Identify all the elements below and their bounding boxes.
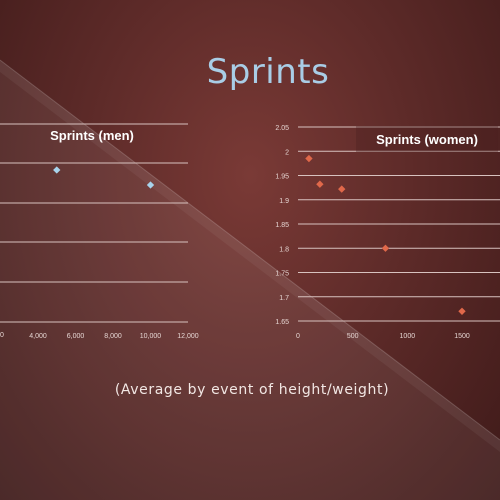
y-tick-label: 1.65 xyxy=(275,319,289,326)
data-point xyxy=(381,244,390,252)
data-point xyxy=(305,154,313,163)
x-tick-label: 6,000 xyxy=(67,333,85,340)
chart-title-backdrop xyxy=(356,126,498,152)
x-tick-label: 8,000 xyxy=(104,333,122,340)
x-tick-label: 1500 xyxy=(454,333,470,340)
y-tick-label: 1.9 xyxy=(279,198,289,205)
x-tick-label: 500 xyxy=(347,333,359,340)
x-tick-label: 00 xyxy=(0,332,4,339)
y-tick-label: 2 xyxy=(285,149,289,156)
data-point xyxy=(146,181,155,189)
x-tick-label: 10,000 xyxy=(140,333,162,340)
x-tick-label: 12,000 xyxy=(177,333,199,340)
y-tick-label: 1.85 xyxy=(275,222,289,229)
y-tick-label: 1.75 xyxy=(275,271,289,278)
data-point xyxy=(338,185,346,193)
data-point xyxy=(53,166,61,174)
men-sprints-chart: 4,000 6,000 8,000 10,000 12,000 00 Sprints (me… xyxy=(0,123,199,340)
data-point xyxy=(458,307,466,315)
data-point xyxy=(316,180,324,188)
chart-caption: (Average by event of height/weight) xyxy=(114,382,390,398)
women-sprints-chart: 1.65 1.7 1.75 1.8 1.85 1.9 1.95 2 2.05 0 500 1000 15… xyxy=(275,125,500,340)
slide-title: Sprints xyxy=(206,52,330,92)
x-tick-label: 4,000 xyxy=(29,333,47,340)
x-tick-label: 1000 xyxy=(400,333,416,340)
y-tick-label: 1.95 xyxy=(275,174,289,181)
y-tick-label: 2.05 xyxy=(275,125,289,132)
x-tick-label: 0 xyxy=(296,333,300,340)
y-tick-label: 1.7 xyxy=(279,295,289,302)
chart-title: Sprints (men) xyxy=(50,128,134,143)
chart-title: Sprints (women) xyxy=(376,132,478,147)
y-tick-label: 1.8 xyxy=(279,246,289,253)
